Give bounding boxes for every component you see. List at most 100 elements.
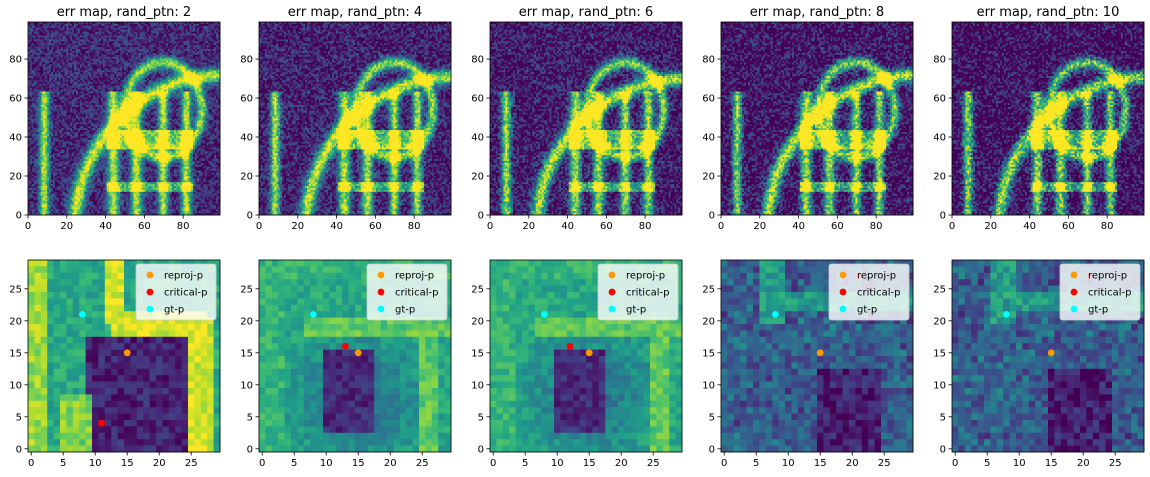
y-tick-label: 25 bbox=[933, 284, 946, 295]
x-tick-label: 0 bbox=[721, 458, 727, 469]
y-tick-label: 15 bbox=[471, 348, 484, 359]
subplot-9: 0 5 10 15 20 250510152025reproj-pcritical-pgt… bbox=[702, 260, 913, 469]
y-tick-label: 0 bbox=[16, 211, 22, 222]
subplot-title: err map, rand_ptn: 6 bbox=[519, 5, 653, 20]
y-tick-label: 5 bbox=[478, 412, 484, 423]
x-tick-label: 10 bbox=[1013, 458, 1026, 469]
y-tick-label: 10 bbox=[471, 380, 484, 391]
x-tick-label: 80 bbox=[870, 221, 883, 232]
subplot-title: err map, rand_ptn: 2 bbox=[57, 5, 191, 20]
heatmap-image bbox=[952, 22, 1144, 215]
legend-marker bbox=[840, 289, 847, 296]
legend: reproj-p critical-p gt-p bbox=[1060, 264, 1140, 320]
x-tick-label: 40 bbox=[792, 221, 805, 232]
point-reproj-p bbox=[355, 349, 362, 356]
legend-label: gt-p bbox=[857, 305, 877, 316]
y-tick-label: 20 bbox=[933, 172, 946, 183]
x-tick-label: 0 bbox=[949, 221, 955, 232]
y-tick-label: 80 bbox=[9, 55, 22, 66]
heatmap-image bbox=[259, 22, 451, 215]
y-tick-label: 0 bbox=[709, 444, 715, 455]
y-tick-label: 10 bbox=[933, 380, 946, 391]
x-tick-label: 0 bbox=[487, 221, 493, 232]
legend-marker bbox=[609, 306, 616, 313]
x-tick-label: 20 bbox=[384, 458, 397, 469]
x-tick-label: 0 bbox=[28, 458, 34, 469]
y-tick-label: 20 bbox=[240, 316, 253, 327]
y-tick-label: 20 bbox=[9, 172, 22, 183]
legend-label: critical-p bbox=[395, 288, 438, 299]
legend-marker bbox=[840, 306, 847, 313]
y-tick-label: 40 bbox=[240, 133, 253, 144]
x-tick-label: 20 bbox=[522, 221, 535, 232]
legend-marker bbox=[378, 289, 385, 296]
y-tick-label: 0 bbox=[16, 444, 22, 455]
subplot-title: err map, rand_ptn: 10 bbox=[977, 5, 1120, 20]
y-tick-label: 10 bbox=[702, 380, 715, 391]
point-reproj-p bbox=[817, 349, 824, 356]
y-tick-label: 5 bbox=[709, 412, 715, 423]
y-tick-label: 5 bbox=[940, 412, 946, 423]
x-tick-label: 5 bbox=[984, 458, 990, 469]
x-tick-label: 60 bbox=[1062, 221, 1075, 232]
legend-label: critical-p bbox=[1088, 288, 1131, 299]
x-tick-label: 20 bbox=[1077, 458, 1090, 469]
x-tick-label: 20 bbox=[846, 458, 859, 469]
legend-marker bbox=[840, 272, 847, 279]
x-tick-label: 20 bbox=[60, 221, 73, 232]
x-tick-label: 0 bbox=[718, 221, 724, 232]
x-tick-label: 15 bbox=[121, 458, 134, 469]
legend-label: critical-p bbox=[626, 288, 669, 299]
y-tick-label: 60 bbox=[933, 94, 946, 105]
legend-label: reproj-p bbox=[626, 271, 665, 282]
x-tick-label: 20 bbox=[615, 458, 628, 469]
x-tick-label: 0 bbox=[490, 458, 496, 469]
x-tick-label: 20 bbox=[291, 221, 304, 232]
y-tick-label: 0 bbox=[709, 211, 715, 222]
legend-label: critical-p bbox=[857, 288, 900, 299]
x-tick-label: 15 bbox=[814, 458, 827, 469]
y-tick-label: 80 bbox=[240, 55, 253, 66]
legend-marker bbox=[609, 272, 616, 279]
legend-label: gt-p bbox=[1088, 305, 1108, 316]
subplot-10: 0 5 10 15 20 250510152025reproj-pcritical-pgt… bbox=[933, 260, 1144, 469]
legend-label: reproj-p bbox=[395, 271, 434, 282]
y-tick-label: 20 bbox=[240, 172, 253, 183]
point-gt-p bbox=[79, 311, 86, 318]
point-critical-p bbox=[342, 343, 349, 350]
x-tick-label: 40 bbox=[561, 221, 574, 232]
x-tick-label: 15 bbox=[1045, 458, 1058, 469]
point-reproj-p bbox=[124, 349, 131, 356]
y-tick-label: 80 bbox=[933, 55, 946, 66]
x-tick-label: 60 bbox=[138, 221, 151, 232]
x-tick-label: 10 bbox=[782, 458, 795, 469]
x-tick-label: 0 bbox=[25, 221, 31, 232]
y-tick-label: 5 bbox=[16, 412, 22, 423]
y-tick-label: 20 bbox=[9, 316, 22, 327]
heatmap-image bbox=[28, 22, 220, 215]
y-tick-label: 0 bbox=[247, 444, 253, 455]
subplot-6: 0 5 10 15 20 250510152025reproj-pcritical-pgt… bbox=[9, 260, 220, 469]
legend-marker bbox=[609, 289, 616, 296]
x-tick-label: 20 bbox=[984, 221, 997, 232]
x-tick-label: 80 bbox=[408, 221, 421, 232]
legend-marker bbox=[1071, 306, 1078, 313]
subplot-title: err map, rand_ptn: 4 bbox=[288, 5, 422, 20]
x-tick-label: 10 bbox=[320, 458, 333, 469]
legend-marker bbox=[378, 306, 385, 313]
x-tick-label: 5 bbox=[522, 458, 528, 469]
x-tick-label: 25 bbox=[647, 458, 660, 469]
x-tick-label: 40 bbox=[330, 221, 343, 232]
point-gt-p bbox=[1003, 311, 1010, 318]
legend-label: reproj-p bbox=[1088, 271, 1127, 282]
x-tick-label: 80 bbox=[177, 221, 190, 232]
y-tick-label: 80 bbox=[702, 55, 715, 66]
point-reproj-p bbox=[1048, 349, 1055, 356]
point-critical-p bbox=[567, 343, 574, 350]
x-tick-label: 25 bbox=[416, 458, 429, 469]
subplot-title: err map, rand_ptn: 8 bbox=[750, 5, 884, 20]
x-tick-label: 15 bbox=[352, 458, 365, 469]
